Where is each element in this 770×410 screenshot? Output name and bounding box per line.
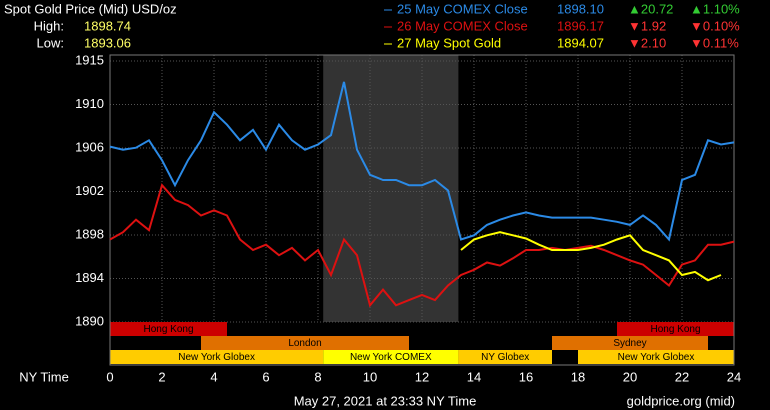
session-band (458, 350, 552, 364)
x-tick-label: 20 (623, 369, 637, 384)
price-line (109, 81, 735, 242)
session-band (201, 336, 409, 350)
session-band (552, 336, 708, 350)
session-band (110, 322, 227, 336)
x-tick-label: 14 (467, 369, 481, 384)
session-band (617, 322, 734, 336)
x-tick-label: 18 (571, 369, 585, 384)
session-band (110, 350, 324, 364)
low-value: 1893.06 (84, 35, 131, 50)
legend-price: 1896.17 (557, 18, 604, 33)
high-value: 1898.74 (84, 18, 131, 33)
legend-change: ▼2.10 (628, 35, 666, 50)
y-tick-label: 1910 (75, 96, 104, 111)
legend-change: ▼1.92 (628, 18, 666, 33)
session-label: London (288, 338, 321, 349)
chart-title: Spot Gold Price (Mid) USD/oz (4, 1, 177, 16)
legend-name: 25 May COMEX Close (397, 1, 528, 16)
y-tick-label: 1894 (75, 270, 104, 285)
source: goldprice.org (mid) (627, 393, 735, 408)
x-tick-label: 10 (363, 369, 377, 384)
x-tick-label: 6 (262, 369, 269, 384)
session-label: Hong Kong (650, 324, 700, 335)
legend-name: 26 May COMEX Close (397, 18, 528, 33)
y-tick-label: 1902 (75, 183, 104, 198)
session-label: Hong Kong (143, 324, 193, 335)
low-label: Low: (37, 35, 64, 50)
legend-percent: ▲1.10% (690, 1, 740, 16)
session-label: New York COMEX (350, 352, 432, 363)
y-tick-label: 1890 (75, 313, 104, 328)
y-tick-label: 1906 (75, 139, 104, 154)
x-tick-label: 24 (727, 369, 741, 384)
y-tick-label: 1898 (75, 226, 104, 241)
y-tick-label: 1915 (75, 52, 104, 67)
legend-price: 1898.10 (557, 1, 604, 16)
legend-name: 27 May Spot Gold (397, 35, 501, 50)
session-label: Sydney (613, 338, 646, 349)
legend-price: 1894.07 (557, 35, 604, 50)
x-tick-label: 2 (158, 369, 165, 384)
legend-change: ▲20.72 (628, 1, 673, 16)
legend-percent: ▼0.10% (690, 18, 740, 33)
price-line (109, 183, 735, 308)
session-label: NY Globex (481, 352, 529, 363)
legend-percent: ▼0.11% (690, 35, 739, 50)
comex-shade (323, 55, 459, 322)
footer: May 27, 2021 at 23:33 NY Time (294, 393, 477, 408)
price-line (460, 231, 722, 282)
x-tick-label: 0 (106, 369, 113, 384)
x-axis-label: NY Time (19, 369, 69, 384)
session-label: New York Globex (618, 352, 695, 363)
x-tick-label: 8 (314, 369, 321, 384)
session-label: New York Globex (178, 352, 255, 363)
x-tick-label: 12 (415, 369, 429, 384)
high-label: High: (34, 18, 64, 33)
x-tick-label: 22 (675, 369, 689, 384)
session-band (578, 350, 734, 364)
session-band (323, 350, 459, 364)
x-tick-label: 16 (519, 369, 533, 384)
x-tick-label: 4 (210, 369, 217, 384)
plot-frame (109, 54, 735, 366)
